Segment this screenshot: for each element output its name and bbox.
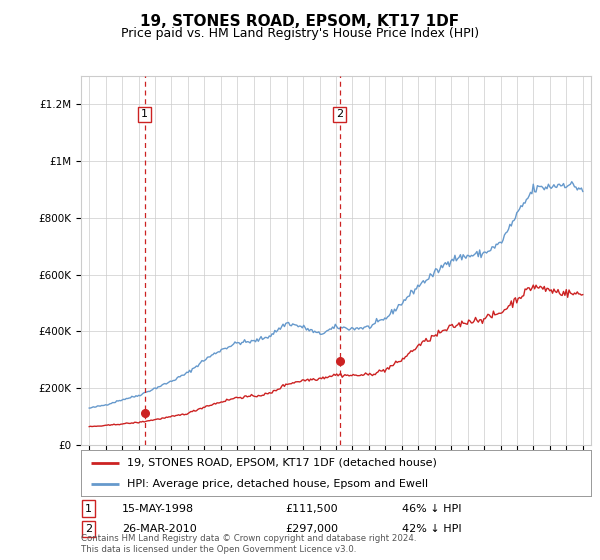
Text: 2: 2 <box>336 109 343 119</box>
Text: Contains HM Land Registry data © Crown copyright and database right 2024.
This d: Contains HM Land Registry data © Crown c… <box>81 534 416 554</box>
Text: 26-MAR-2010: 26-MAR-2010 <box>122 524 197 534</box>
Text: £297,000: £297,000 <box>285 524 338 534</box>
Text: 15-MAY-1998: 15-MAY-1998 <box>122 503 194 514</box>
Text: 1: 1 <box>85 503 92 514</box>
Text: 42% ↓ HPI: 42% ↓ HPI <box>403 524 462 534</box>
Text: 19, STONES ROAD, EPSOM, KT17 1DF: 19, STONES ROAD, EPSOM, KT17 1DF <box>140 14 460 29</box>
Text: Price paid vs. HM Land Registry's House Price Index (HPI): Price paid vs. HM Land Registry's House … <box>121 27 479 40</box>
Text: 46% ↓ HPI: 46% ↓ HPI <box>403 503 462 514</box>
Text: 1: 1 <box>141 109 148 119</box>
Text: 19, STONES ROAD, EPSOM, KT17 1DF (detached house): 19, STONES ROAD, EPSOM, KT17 1DF (detach… <box>127 458 437 468</box>
Text: 2: 2 <box>85 524 92 534</box>
Text: HPI: Average price, detached house, Epsom and Ewell: HPI: Average price, detached house, Epso… <box>127 479 428 489</box>
Text: £111,500: £111,500 <box>285 503 338 514</box>
